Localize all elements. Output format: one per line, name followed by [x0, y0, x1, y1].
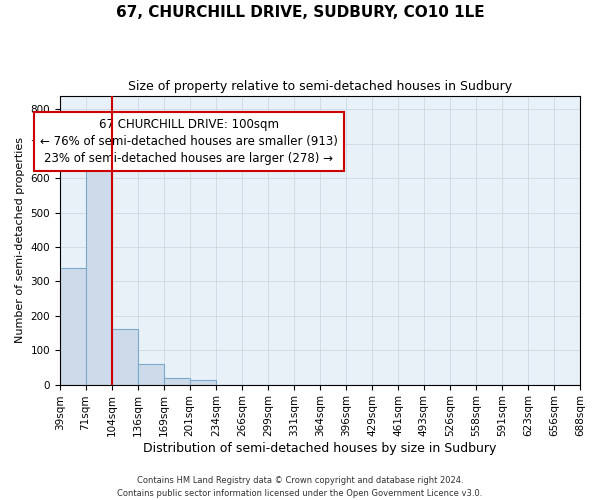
Bar	[86, 170, 112, 384]
Bar	[164, 378, 190, 384]
Text: 67, CHURCHILL DRIVE, SUDBURY, CO10 1LE: 67, CHURCHILL DRIVE, SUDBURY, CO10 1LE	[116, 5, 484, 20]
Y-axis label: Number of semi-detached properties: Number of semi-detached properties	[15, 137, 25, 343]
X-axis label: Distribution of semi-detached houses by size in Sudbury: Distribution of semi-detached houses by …	[143, 442, 497, 455]
Bar	[190, 380, 216, 384]
Bar	[60, 268, 86, 384]
Bar	[112, 328, 137, 384]
Bar	[137, 364, 164, 384]
Text: 67 CHURCHILL DRIVE: 100sqm
← 76% of semi-detached houses are smaller (913)
23% o: 67 CHURCHILL DRIVE: 100sqm ← 76% of semi…	[40, 118, 338, 165]
Title: Size of property relative to semi-detached houses in Sudbury: Size of property relative to semi-detach…	[128, 80, 512, 93]
Text: Contains HM Land Registry data © Crown copyright and database right 2024.
Contai: Contains HM Land Registry data © Crown c…	[118, 476, 482, 498]
